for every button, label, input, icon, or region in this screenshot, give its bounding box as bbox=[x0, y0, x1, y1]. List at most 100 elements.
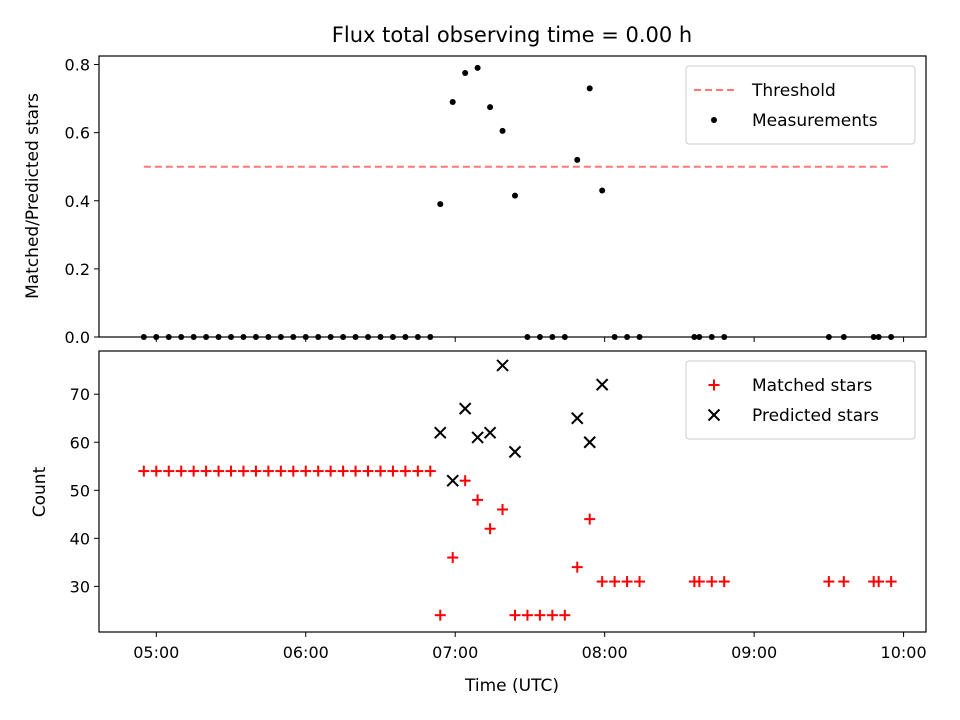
predicted-stars-point-b bbox=[508, 445, 522, 459]
matched-stars-point bbox=[225, 465, 237, 477]
predicted-stars-point-b bbox=[496, 359, 509, 372]
measurements-point bbox=[574, 156, 581, 163]
matched-stars-point bbox=[434, 609, 446, 621]
bottom-y-tick-label: 30 bbox=[70, 577, 90, 596]
matched-stars-point bbox=[838, 576, 850, 588]
matched-stars-point bbox=[823, 576, 835, 588]
measurements-point bbox=[599, 187, 606, 194]
chart-marks-layer: 0.0 0.2 0.4 0.6 0.8 Threshold Measurements 30 40… bbox=[65, 55, 927, 662]
top-y-tick-label: 0.0 bbox=[65, 328, 90, 347]
predicted-stars-point-b bbox=[471, 431, 484, 444]
matched-stars-point bbox=[138, 465, 150, 477]
x-tick-label: 07:00 bbox=[432, 643, 478, 662]
x-tick-label: 10:00 bbox=[881, 643, 927, 662]
top-y-tick-label: 0.8 bbox=[65, 56, 90, 75]
top-legend: Threshold Measurements bbox=[685, 65, 916, 145]
predicted-stars-series bbox=[434, 359, 609, 487]
bottom-y-tick-label: 40 bbox=[70, 529, 90, 548]
matched-stars-point bbox=[325, 465, 337, 477]
matched-stars-point bbox=[412, 465, 424, 477]
top-y-tick-label: 0.6 bbox=[65, 124, 90, 143]
measurements-point bbox=[487, 104, 494, 111]
matched-stars-point bbox=[175, 465, 187, 477]
x-tick-label: 06:00 bbox=[283, 643, 329, 662]
matched-stars-point bbox=[337, 465, 349, 477]
bottom-legend: Matched stars Predicted stars bbox=[685, 360, 916, 440]
matched-stars-point bbox=[706, 576, 718, 588]
predicted-stars-point-b bbox=[434, 426, 447, 439]
measurements-point bbox=[511, 192, 518, 199]
matched-stars-point bbox=[634, 576, 646, 588]
matched-stars-point bbox=[873, 576, 885, 588]
matched-stars-point bbox=[275, 465, 287, 477]
matched-stars-point bbox=[693, 576, 705, 588]
legend-matched-stars-swatch bbox=[708, 379, 720, 391]
predicted-stars-point bbox=[483, 426, 497, 439]
matched-stars-point bbox=[188, 465, 200, 477]
matched-stars-point bbox=[374, 465, 386, 477]
top-y-tick-label: 0.2 bbox=[65, 260, 90, 279]
matched-stars-point bbox=[484, 523, 496, 535]
x-axis-label: Time (UTC) bbox=[464, 676, 559, 696]
legend-measurements-swatch bbox=[711, 117, 717, 123]
legend-threshold-label: Threshold bbox=[751, 81, 836, 101]
measurements-point bbox=[437, 201, 444, 208]
legend-matched-stars-label: Matched stars bbox=[752, 376, 872, 396]
measurements-point bbox=[449, 98, 456, 105]
predicted-stars-point-b bbox=[595, 378, 609, 391]
predicted-stars-point bbox=[446, 474, 459, 487]
measurements-point bbox=[462, 70, 469, 77]
top-axes-frame bbox=[98, 55, 927, 338]
matched-stars-point bbox=[262, 465, 274, 477]
legend-predicted-stars-swatch bbox=[707, 408, 721, 422]
matched-stars-point bbox=[213, 465, 225, 477]
measurements-point bbox=[474, 64, 481, 71]
predicted-stars-point-b bbox=[571, 412, 584, 425]
predicted-stars-point-b bbox=[446, 474, 459, 487]
predicted-stars-point bbox=[508, 445, 522, 459]
top-y-axis-label: Matched/Predicted stars bbox=[23, 93, 43, 299]
matched-stars-point bbox=[472, 494, 484, 506]
matched-stars-point bbox=[447, 552, 459, 564]
matched-stars-point bbox=[387, 465, 399, 477]
predicted-stars-point bbox=[434, 426, 447, 439]
measurements-point bbox=[586, 85, 593, 92]
predicted-stars-point-b bbox=[583, 436, 596, 449]
matched-stars-point bbox=[497, 504, 509, 516]
predicted-stars-point-b bbox=[458, 402, 472, 415]
matched-stars-point bbox=[718, 576, 730, 588]
matched-stars-point bbox=[509, 609, 521, 621]
matched-stars-point bbox=[150, 465, 162, 477]
matched-stars-point bbox=[609, 576, 621, 588]
predicted-stars-point bbox=[583, 436, 596, 449]
x-tick-label: 08:00 bbox=[582, 643, 628, 662]
matched-stars-point bbox=[424, 465, 436, 477]
matched-stars-point bbox=[621, 576, 633, 588]
matched-stars-point bbox=[250, 465, 262, 477]
matched-stars-point bbox=[596, 576, 608, 588]
matched-stars-series bbox=[138, 465, 897, 621]
matched-stars-point bbox=[885, 576, 897, 588]
matched-stars-point bbox=[534, 609, 546, 621]
bottom-y-axis-label: Count bbox=[30, 466, 50, 517]
matched-stars-point bbox=[163, 465, 175, 477]
matched-stars-point bbox=[300, 465, 312, 477]
predicted-stars-point bbox=[595, 378, 609, 391]
bottom-axes-frame bbox=[98, 350, 927, 633]
matched-stars-point bbox=[584, 513, 596, 525]
chart-title: Flux total observing time = 0.00 h bbox=[332, 23, 692, 47]
legend-predicted-stars-swatch-b bbox=[707, 408, 721, 422]
bottom-y-tick-label: 60 bbox=[70, 433, 90, 452]
bottom-legend-box bbox=[685, 360, 916, 440]
matched-stars-point bbox=[399, 465, 411, 477]
matched-stars-point bbox=[571, 561, 583, 573]
matched-stars-point bbox=[287, 465, 299, 477]
measurements-point bbox=[499, 127, 506, 134]
legend-predicted-stars-label: Predicted stars bbox=[752, 406, 879, 426]
matched-stars-point bbox=[200, 465, 212, 477]
top-legend-box bbox=[685, 65, 916, 145]
matched-stars-point bbox=[312, 465, 324, 477]
matched-stars-point bbox=[362, 465, 374, 477]
matched-stars-point bbox=[546, 609, 558, 621]
x-tick-label: 09:00 bbox=[731, 643, 777, 662]
